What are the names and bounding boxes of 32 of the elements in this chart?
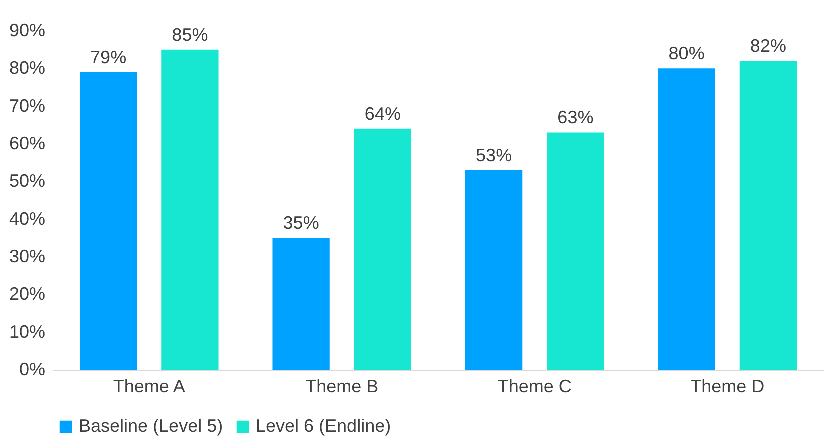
y-tick-label: 60%: [9, 134, 46, 154]
bar: [740, 61, 798, 370]
y-tick-label: 80%: [9, 58, 46, 78]
x-tick-label: Theme D: [690, 376, 765, 396]
y-tick-label: 90%: [9, 20, 46, 40]
bar: [658, 68, 716, 370]
legend-label: Level 6 (Endline): [256, 416, 392, 436]
bar: [272, 238, 330, 370]
data-label: 35%: [283, 213, 320, 234]
data-label: 79%: [90, 47, 127, 68]
y-tick-label: 50%: [9, 171, 46, 192]
y-tick-label: 40%: [9, 208, 46, 229]
data-label: 53%: [476, 145, 512, 166]
y-tick-label: 30%: [9, 246, 46, 266]
y-tick-label: 20%: [9, 284, 46, 304]
x-tick-label: Theme A: [113, 376, 186, 396]
bar: [162, 50, 219, 370]
legend-label: Baseline (Level 5): [79, 416, 224, 436]
bar: [80, 72, 138, 370]
data-label: 64%: [364, 104, 401, 124]
bar: [465, 170, 523, 370]
bar: [547, 132, 604, 370]
x-tick-label: Theme B: [306, 376, 379, 396]
y-tick-label: 0%: [19, 360, 46, 380]
data-label: 80%: [668, 44, 705, 64]
bar: [354, 128, 412, 370]
data-label: 82%: [750, 36, 786, 56]
y-tick-label: 70%: [9, 96, 46, 116]
data-label: 85%: [172, 24, 208, 45]
y-tick-label: 10%: [9, 322, 46, 342]
data-label: 63%: [558, 108, 594, 128]
x-tick-label: Theme C: [498, 376, 572, 396]
